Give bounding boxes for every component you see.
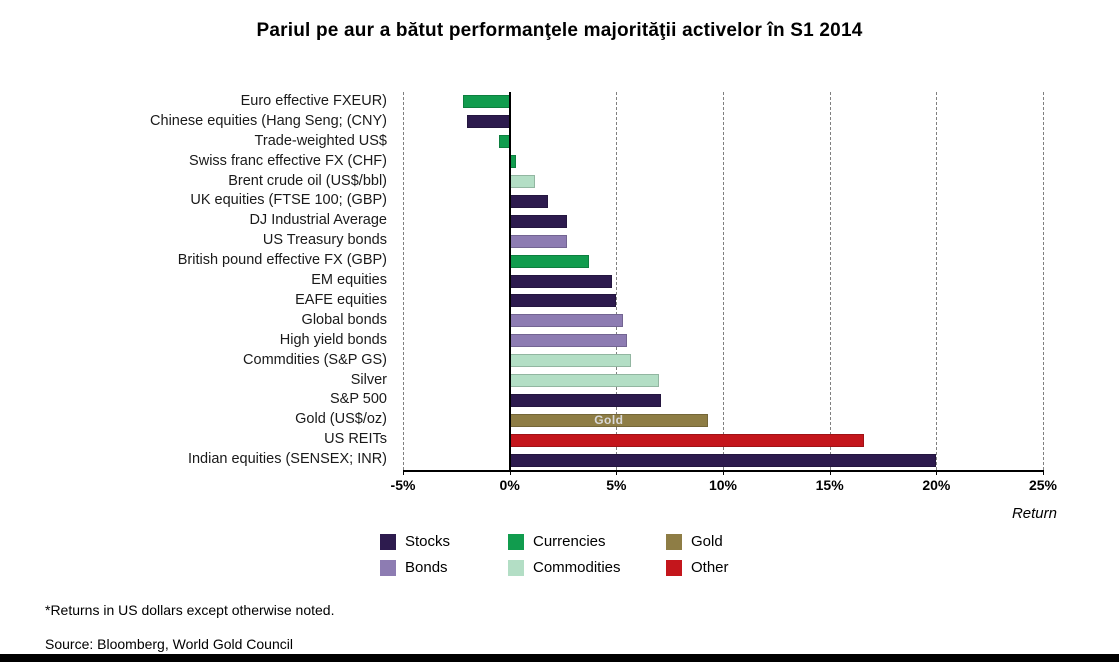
chart-title: Pariul pe aur a bătut performanţele majo… <box>256 20 863 41</box>
legend-item-stocks: Stocks <box>380 533 508 550</box>
category-label: British pound effective FX (GBP) <box>177 252 387 269</box>
bar-commodities <box>509 175 536 189</box>
category-label: High yield bonds <box>279 331 387 348</box>
category-label: Silver <box>350 371 387 388</box>
footnote: *Returns in US dollars except otherwise … <box>45 602 335 618</box>
bar-currencies <box>509 254 589 268</box>
bar-gold: Gold <box>509 413 709 428</box>
axis-tick <box>1043 470 1044 475</box>
axis-tick <box>723 470 724 475</box>
legend-label: Bonds <box>405 559 448 576</box>
category-label: Gold (US$/oz) <box>295 411 387 428</box>
gridline <box>829 92 831 470</box>
category-label: US REITs <box>324 431 387 448</box>
source-note: Source: Bloomberg, World Gold Council <box>45 636 293 652</box>
gridline <box>1043 92 1044 470</box>
bar-currencies <box>462 95 510 109</box>
category-label: Brent crude oil (US$/bbl) <box>228 172 387 189</box>
legend-label: Stocks <box>405 533 451 550</box>
category-label: Swiss franc effective FX (CHF) <box>189 152 387 169</box>
gridline <box>936 92 938 470</box>
axis-tick-label: -5% <box>390 477 416 493</box>
bar-bonds <box>509 234 568 248</box>
axis-tick <box>829 470 831 475</box>
gridline <box>403 92 404 470</box>
bar-inline-label: Gold <box>594 413 624 428</box>
bar-other <box>509 433 864 447</box>
bar-stocks <box>509 214 568 228</box>
bar-stocks <box>509 294 617 308</box>
legend-swatch-commodities <box>508 559 524 576</box>
legend-swatch-bonds <box>380 559 396 576</box>
category-label: Commdities (S&P GS) <box>243 351 387 368</box>
legend-item-currencies: Currencies <box>508 533 666 550</box>
legend-label: Currencies <box>533 533 606 550</box>
axis-tick-label: 5% <box>606 477 627 493</box>
category-label: UK equities (FTSE 100; (GBP) <box>190 192 387 209</box>
bar-commodities <box>509 373 659 387</box>
axis-tick-label: 25% <box>1028 477 1058 493</box>
axis-tick-label: 0% <box>499 477 520 493</box>
legend-label: Commodities <box>533 559 621 576</box>
legend-swatch-stocks <box>380 533 396 550</box>
axis-tick-label: 20% <box>922 477 951 493</box>
legend-swatch-other <box>666 559 682 576</box>
category-label: EM equities <box>311 272 387 289</box>
category-label: Indian equities (SENSEX; INR) <box>187 451 387 468</box>
legend-label: Gold <box>691 533 723 550</box>
category-label: EAFE equities <box>295 291 387 308</box>
legend-item-other: Other <box>666 559 786 576</box>
category-label: Chinese equities (Hang Seng; (CNY) <box>150 112 387 129</box>
axis-tick <box>509 470 511 475</box>
axis-title: Return <box>1011 505 1057 522</box>
category-label: DJ Industrial Average <box>249 212 387 229</box>
bar-stocks <box>509 453 937 467</box>
legend: Stocks Currencies Gold Bonds Commodities Othe… <box>380 533 786 576</box>
axis-tick <box>616 470 618 475</box>
bar-bonds <box>509 334 627 348</box>
category-labels: Euro effective FXEUR) Chinese equities (H… <box>0 92 395 470</box>
bar-stocks <box>509 274 613 288</box>
x-axis: -5% 0% 5% 10% 15% 20% 25% <box>391 470 1057 502</box>
bottom-black-bar <box>0 654 1119 662</box>
category-label: Trade-weighted US$ <box>254 132 387 149</box>
bar-commodities <box>509 354 632 368</box>
axis-tick-label: 10% <box>708 477 738 493</box>
bar-stocks <box>467 115 510 129</box>
axis-tick-label: 15% <box>815 477 844 493</box>
zero-line <box>508 92 511 470</box>
legend-item-commodities: Commodities <box>508 559 666 576</box>
bar-stocks <box>509 194 549 208</box>
plot-area: Gold <box>403 92 1044 472</box>
legend-item-gold: Gold <box>666 533 786 550</box>
gridline <box>723 92 724 470</box>
category-label: Global bonds <box>301 311 387 328</box>
category-label: Euro effective FXEUR) <box>240 93 387 109</box>
category-label: US Treasury bonds <box>262 232 387 249</box>
category-label: S&P 500 <box>330 391 387 408</box>
bar-stocks <box>509 393 662 407</box>
axis-tick <box>403 470 404 475</box>
legend-swatch-gold <box>666 533 682 550</box>
legend-swatch-currencies <box>508 533 524 550</box>
legend-label: Other <box>691 559 729 576</box>
axis-tick <box>936 470 938 475</box>
bar-bonds <box>509 314 623 328</box>
legend-item-bonds: Bonds <box>380 559 508 576</box>
gridline <box>616 92 618 470</box>
